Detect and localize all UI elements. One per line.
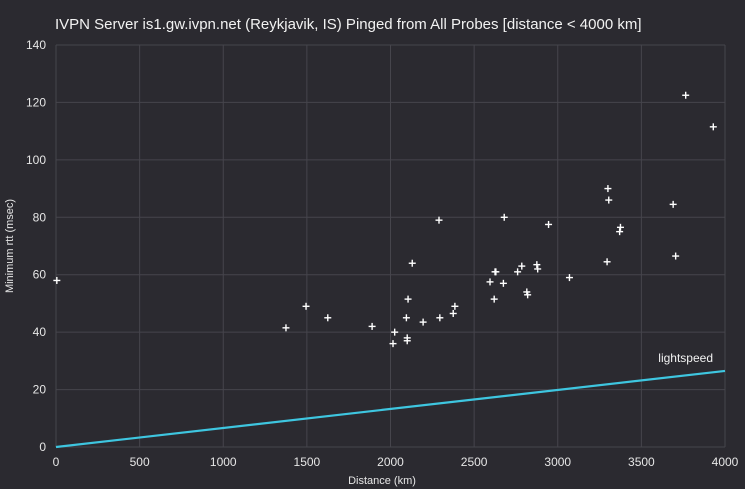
- data-point: [500, 213, 508, 221]
- data-point: [534, 265, 542, 273]
- x-tick-label: 1000: [210, 455, 237, 469]
- data-point: [435, 216, 443, 224]
- data-point: [404, 295, 412, 303]
- y-tick-label: 140: [26, 38, 46, 52]
- data-point: [368, 322, 376, 330]
- data-point: [490, 295, 498, 303]
- y-tick-label: 60: [33, 268, 47, 282]
- data-point: [524, 291, 532, 299]
- y-tick-label: 80: [33, 210, 47, 224]
- data-point: [616, 223, 624, 231]
- data-point: [408, 259, 416, 267]
- data-point: [419, 318, 427, 326]
- data-point: [533, 261, 541, 269]
- x-tick-label: 4000: [712, 455, 739, 469]
- series-layer: [53, 91, 726, 449]
- data-point: [324, 314, 332, 322]
- lightspeed-label: lightspeed: [658, 351, 713, 365]
- x-tick-label: 3500: [628, 455, 655, 469]
- y-axis-label: Minimum rtt (msec): [4, 199, 16, 293]
- y-tick-label: 120: [26, 95, 46, 109]
- tick-labels: 0 20 40 60 80 100 120 140 0 500 1000 1500 2000 2500 30…: [26, 38, 739, 469]
- x-tick-label: 1500: [294, 455, 321, 469]
- data-point: [389, 340, 397, 348]
- data-point: [545, 220, 553, 228]
- data-point: [402, 314, 410, 322]
- data-point: [492, 268, 500, 276]
- data-point: [682, 91, 690, 99]
- lightspeed-line: [55, 369, 726, 449]
- data-point: [499, 279, 507, 287]
- data-point: [53, 276, 61, 284]
- data-point: [451, 302, 459, 310]
- data-point: [565, 274, 573, 282]
- data-point: [603, 258, 611, 266]
- data-point: [518, 262, 526, 270]
- data-point: [282, 324, 290, 332]
- data-point: [486, 278, 494, 286]
- x-tick-label: 0: [53, 455, 60, 469]
- data-point: [709, 123, 717, 131]
- x-tick-label: 3000: [544, 455, 571, 469]
- data-point: [672, 252, 680, 260]
- data-point: [604, 185, 612, 193]
- data-point: [449, 309, 457, 317]
- data-point: [605, 196, 613, 204]
- data-point: [302, 302, 310, 310]
- data-point: [514, 268, 522, 276]
- x-tick-label: 500: [130, 455, 150, 469]
- chart-title: IVPN Server is1.gw.ivpn.net (Reykjavik, …: [55, 16, 642, 33]
- x-tick-label: 2000: [377, 455, 404, 469]
- x-tick-label: 2500: [461, 455, 488, 469]
- data-point: [616, 228, 624, 236]
- data-point: [436, 314, 444, 322]
- y-tick-label: 20: [33, 383, 47, 397]
- grid: [55, 44, 726, 448]
- data-point: [669, 200, 677, 208]
- y-tick-label: 100: [26, 153, 46, 167]
- y-tick-label: 40: [33, 325, 47, 339]
- data-point: [391, 328, 399, 336]
- data-point: [403, 334, 411, 342]
- x-axis-label: Distance (km): [348, 475, 416, 487]
- y-tick-label: 0: [39, 440, 46, 454]
